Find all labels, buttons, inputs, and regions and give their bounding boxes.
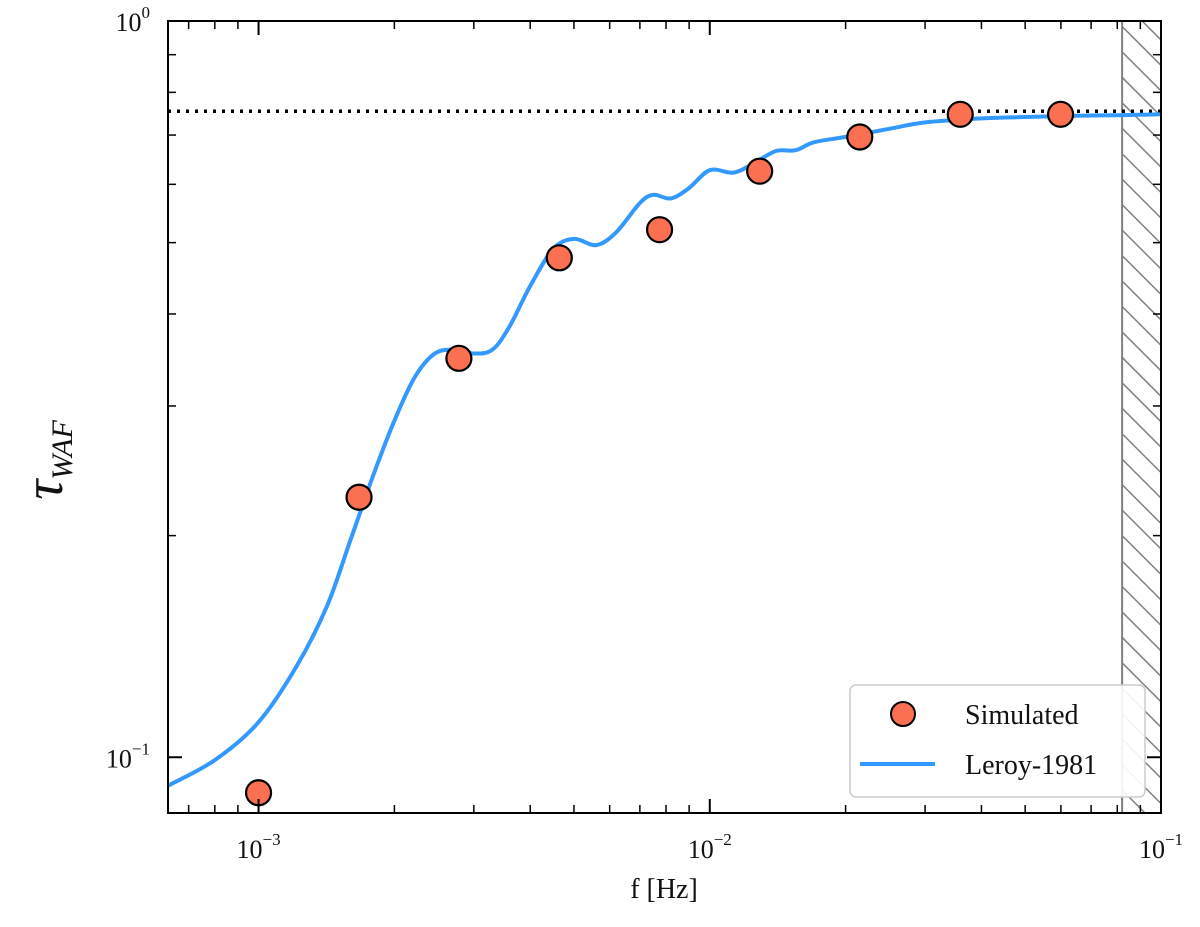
legend-label-simulated: Simulated [965,700,1079,731]
x-tick-label-3: 10−1 [1139,830,1183,864]
svg-text:100: 100 [116,3,151,37]
legend-label-leroy-1981: Leroy-1981 [965,750,1097,781]
simulated-point-6 [746,157,774,185]
svg-text:10−2: 10−2 [688,830,732,864]
major-ticks [168,20,1162,813]
scatter-points [244,100,1075,807]
simulated-point-4 [545,244,573,272]
legend: Simulated Leroy-1981 [849,684,1146,798]
simulated-point-3 [445,344,473,372]
svg-text:10−1: 10−1 [106,739,150,773]
y-tick-label-2: 100 [116,3,151,37]
simulated-point-7 [846,123,874,151]
x-tick-label-2: 10−2 [688,830,732,864]
x-tick-label-1: 10−3 [236,830,280,864]
simulated-point-5 [645,216,674,244]
svg-text:10−1: 10−1 [1139,830,1183,864]
legend-marker-simulated [890,701,916,727]
y-tick-label-1: 10−1 [106,739,150,773]
plot-frame [167,20,1162,814]
svg-text:10−3: 10−3 [236,830,280,864]
simulated-point-8 [946,100,974,128]
legend-box [849,684,1146,798]
y-axis-label: τWAF [13,420,79,500]
hatched-region [1121,21,1161,813]
x-axis-label: f [Hz] [630,874,698,905]
simulated-point-2 [345,483,373,511]
simulated-point-9 [1046,100,1075,128]
minor-ticks [168,21,1161,813]
